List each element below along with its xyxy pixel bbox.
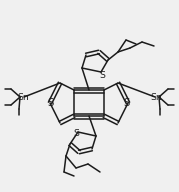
Text: S: S [99,70,105,79]
Text: S: S [48,98,54,108]
Text: Sn: Sn [150,93,162,102]
Text: Sn: Sn [17,93,29,102]
Text: S: S [124,98,130,108]
Text: S: S [73,129,79,138]
